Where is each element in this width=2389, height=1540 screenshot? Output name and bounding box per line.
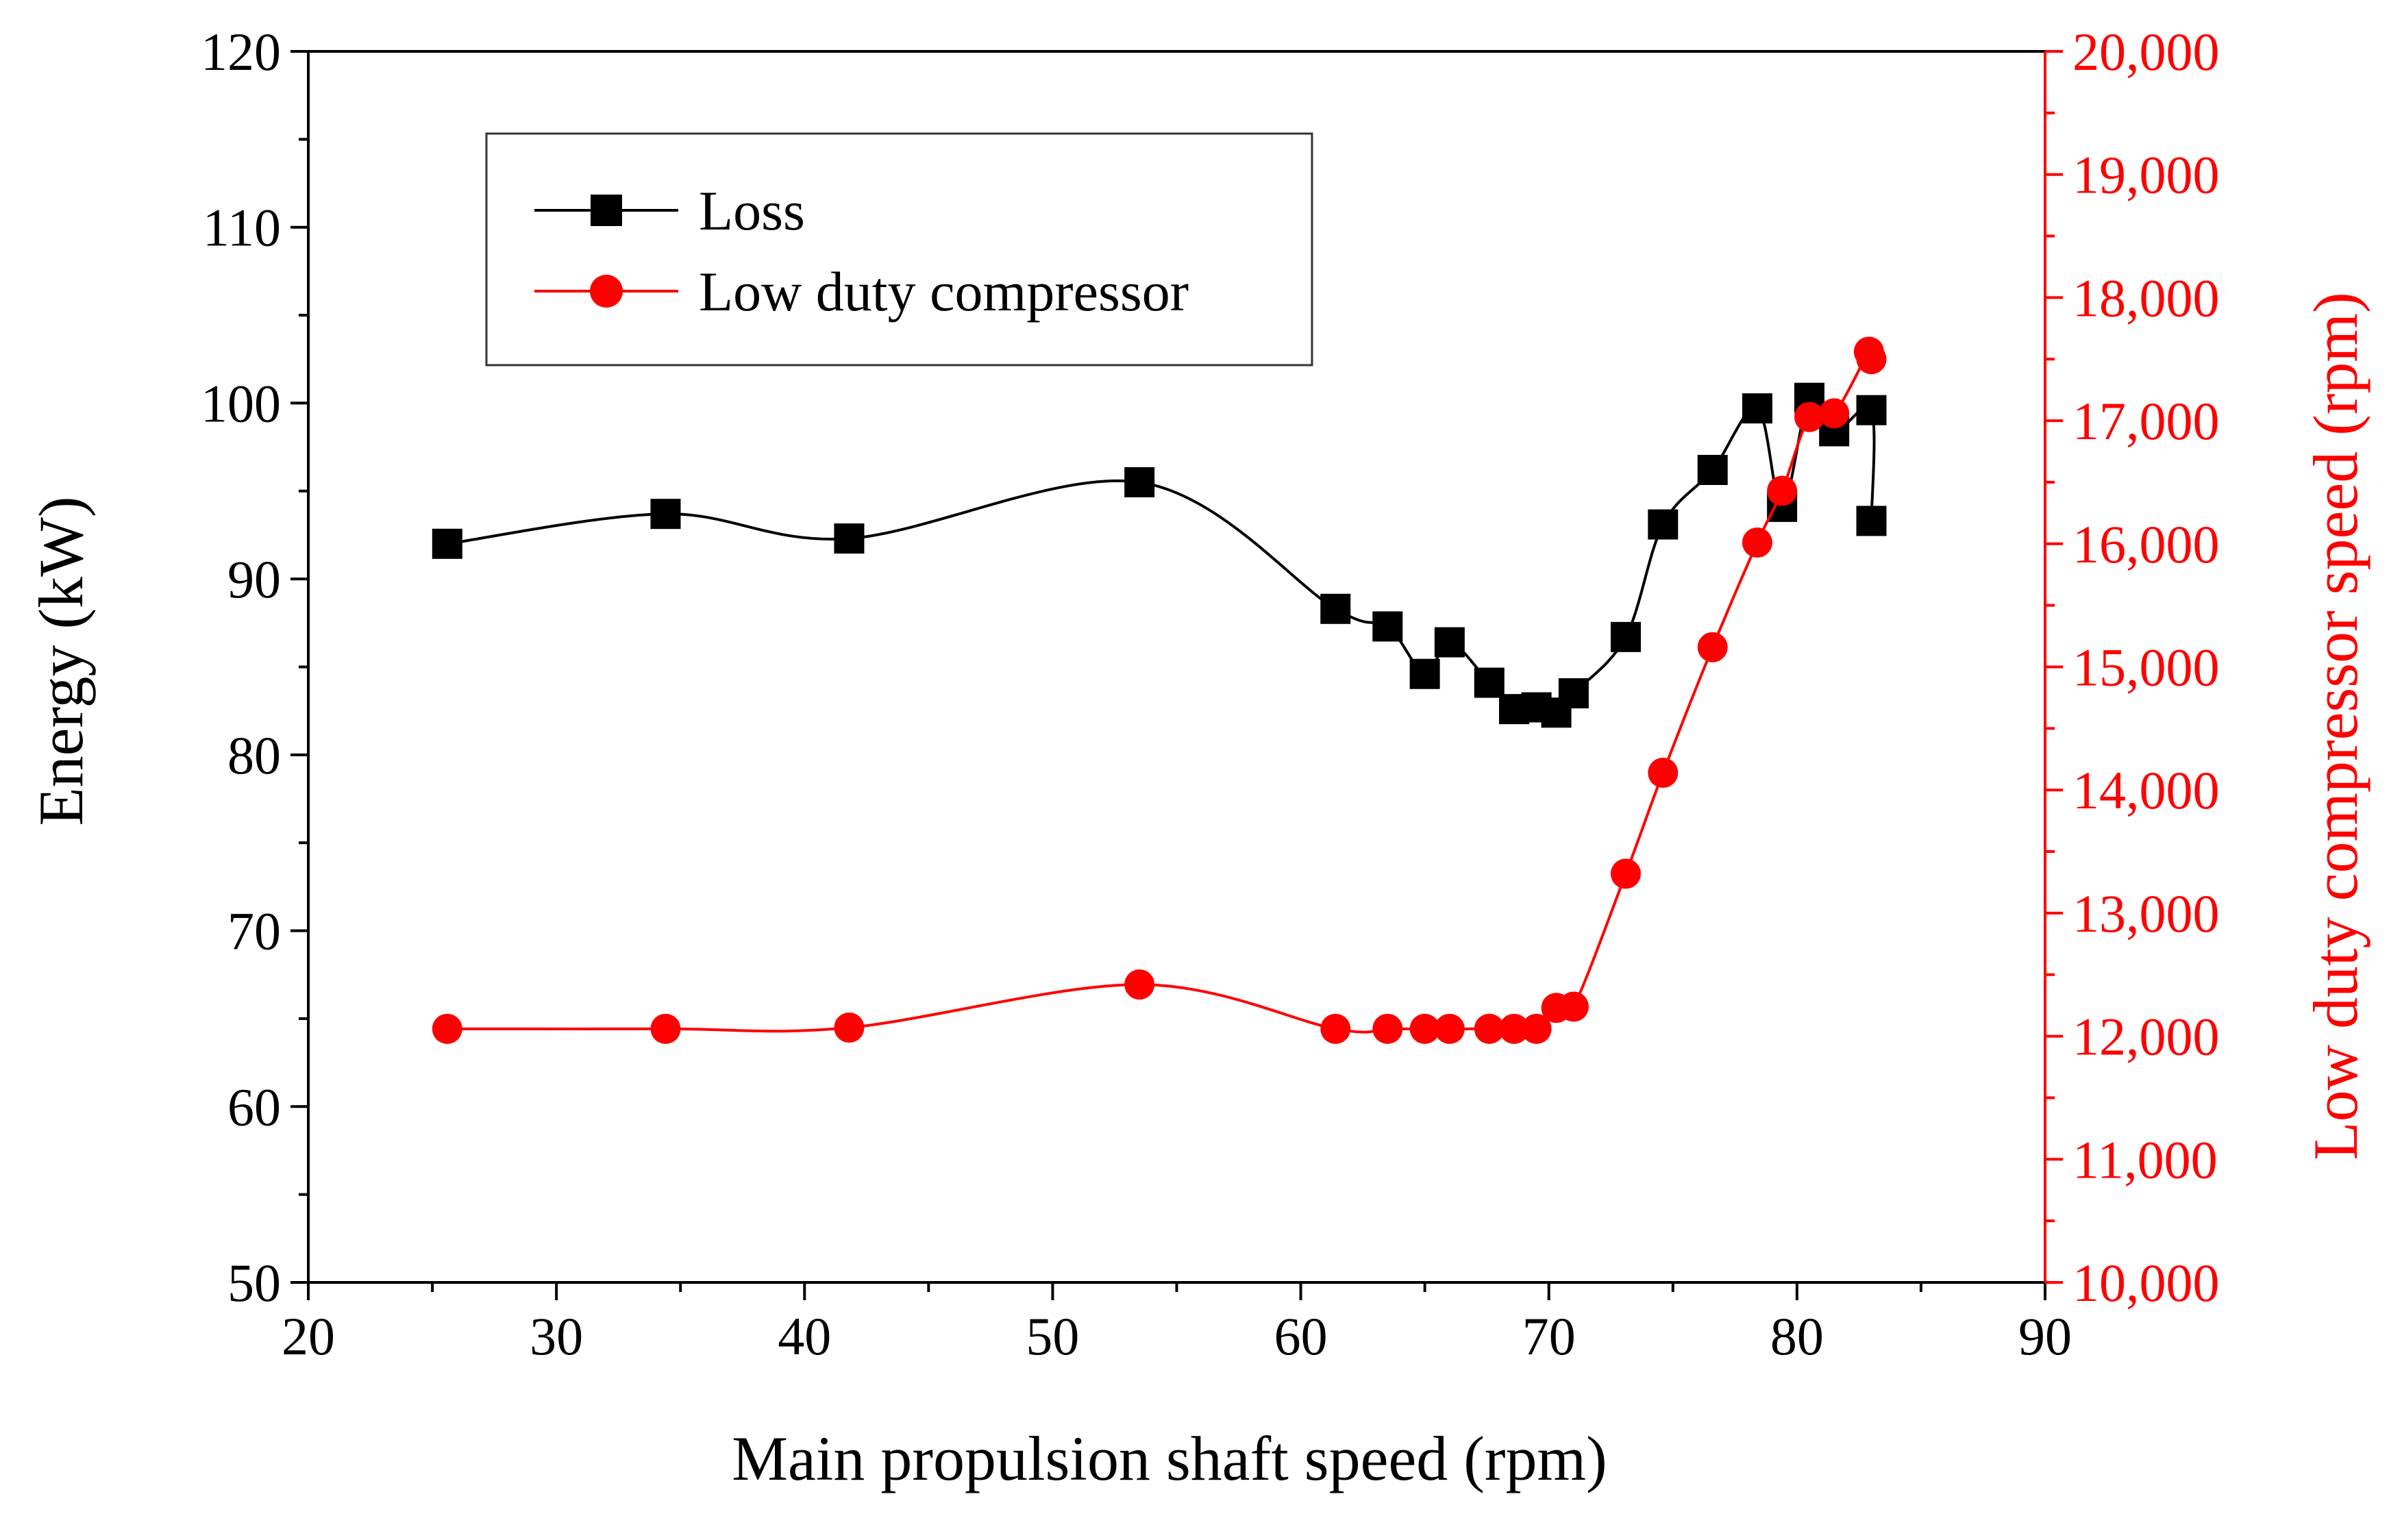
data-point [834,1013,865,1043]
x-tick-label: 70 [1522,1306,1576,1366]
data-point [1474,1013,1505,1044]
data-point [1474,667,1505,698]
data-point [1434,1013,1465,1044]
data-point [1742,393,1772,424]
y-tick-label: 50 [227,1253,281,1313]
legend-loss-label: Loss [699,179,805,242]
right-y-axis-title: Low duty compressor speed (rpm) [2301,292,2371,1160]
data-point [1409,658,1440,689]
y-tick-label: 100 [201,373,281,433]
legend-compressor-label: Low duty compressor [699,260,1189,323]
data-point [1610,621,1641,652]
legend-box [485,132,1313,367]
data-point [1499,1013,1530,1044]
series-low-duty-compressor [432,336,1887,1044]
y2-tick-label: 17,000 [2072,391,2220,451]
data-point [1610,858,1641,889]
series-line [447,347,1874,1034]
data-point [650,1013,681,1044]
y-tick-label: 90 [227,549,281,609]
data-point [1648,758,1679,788]
x-tick-label: 60 [1274,1306,1328,1366]
y-tick-label: 120 [201,22,281,82]
y2-tick-label: 11,000 [2072,1130,2218,1189]
y2-tick-label: 20,000 [2072,22,2220,82]
data-point [432,1013,462,1044]
y-tick-label: 70 [227,902,281,961]
data-point [1856,344,1887,375]
x-axis-title: Main propulsion shaft speed (rpm) [732,1424,1607,1493]
data-point [1434,627,1465,658]
data-point [1521,1013,1552,1044]
data-point [1124,969,1155,1000]
x-tick-label: 80 [1770,1306,1824,1366]
data-point [1856,506,1887,536]
data-point [1372,611,1403,642]
data-point [1767,475,1798,506]
data-point [1372,1013,1403,1044]
data-point [1320,1013,1351,1044]
data-point [1409,1013,1440,1044]
y2-tick-label: 19,000 [2072,145,2220,205]
data-point [1856,395,1887,425]
data-point [1819,398,1850,429]
series-loss [432,382,1887,728]
left-y-axis-ticks: 50 60 70 80 90 100 110 120 [201,22,308,1313]
y-tick-label: 80 [227,725,281,785]
x-tick-label: 20 [282,1306,335,1366]
x-tick-label: 90 [2018,1306,2072,1366]
legend-loss-marker [591,195,622,226]
data-point [1794,401,1824,432]
legend: Loss Low duty compressor [485,132,1313,367]
data-point [834,523,865,554]
data-point [1697,632,1728,662]
y-tick-label: 60 [227,1077,281,1137]
y2-tick-label: 14,000 [2072,760,2220,820]
x-axis-ticks: 20 30 40 50 60 70 80 90 [282,1282,2072,1366]
x-tick-label: 40 [778,1306,831,1366]
left-y-axis-title: Energy (kW) [26,496,96,825]
x-tick-label: 30 [530,1306,583,1366]
series-line [447,394,1876,715]
y2-tick-label: 12,000 [2072,1007,2220,1067]
data-point [1648,509,1679,540]
legend-compressor-marker [590,275,623,308]
y-tick-label: 110 [203,198,281,258]
y2-tick-label: 10,000 [2072,1253,2220,1313]
data-point [1742,527,1772,558]
y2-tick-label: 18,000 [2072,268,2220,327]
data-point [432,528,462,559]
y2-tick-label: 13,000 [2072,884,2220,943]
data-point [650,499,681,530]
data-point [1558,991,1589,1022]
right-y-axis-ticks: 10,000 11,000 12,000 13,000 14,000 15,000 16,0… [2045,22,2220,1313]
data-point [1697,454,1728,485]
y2-tick-label: 15,000 [2072,638,2220,697]
data-point [1320,593,1351,624]
data-point [1124,467,1155,497]
y2-tick-label: 16,000 [2072,514,2220,574]
x-tick-label: 50 [1026,1306,1079,1366]
data-point [1558,678,1589,709]
